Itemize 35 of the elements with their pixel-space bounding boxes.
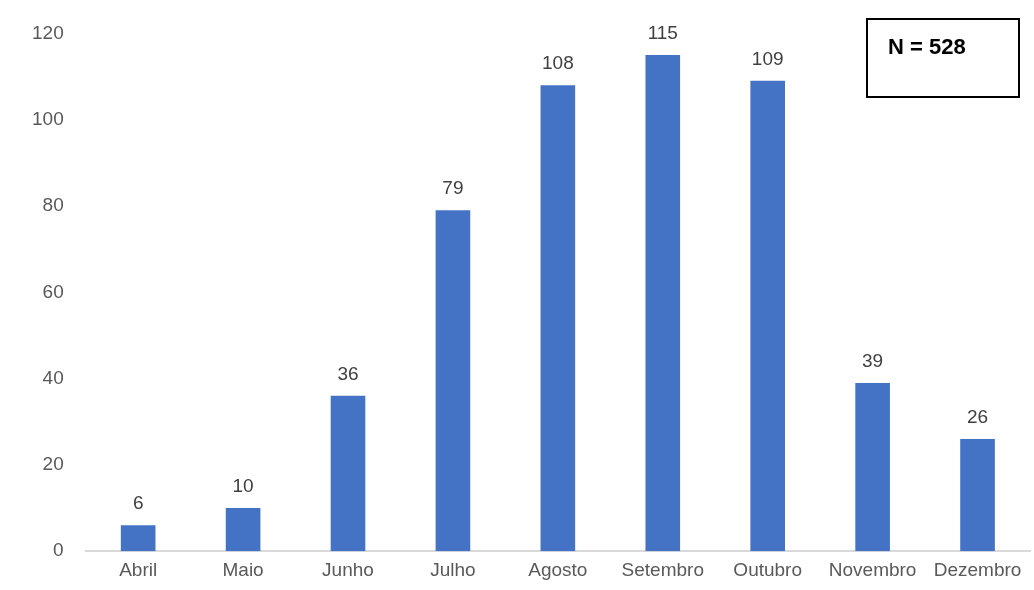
- data-label: 108: [542, 51, 574, 73]
- x-tick-label: Outubro: [733, 558, 803, 580]
- bar: [960, 439, 995, 552]
- bar: [435, 210, 471, 552]
- bar: [645, 54, 681, 552]
- data-label: 79: [442, 177, 464, 199]
- x-tick-label: Maio: [222, 558, 264, 580]
- data-label: 10: [232, 474, 254, 496]
- data-label: 36: [337, 362, 359, 384]
- bar: [750, 80, 786, 552]
- text-box: N = 528: [866, 18, 1020, 98]
- x-tick-label: Abril: [119, 558, 158, 580]
- x-tick-label: Novembro: [828, 558, 917, 580]
- x-tick-label: Julho: [430, 558, 476, 580]
- data-label: 109: [751, 47, 784, 69]
- data-label: 115: [647, 21, 678, 43]
- x-tick-label: Agosto: [528, 558, 588, 580]
- y-tick-label: 40: [42, 366, 64, 388]
- bar: [540, 85, 576, 552]
- bar: [120, 525, 156, 552]
- bar: [855, 382, 890, 552]
- data-label: 6: [132, 492, 144, 514]
- y-tick-label: 20: [42, 453, 64, 475]
- x-tick-label: Setembro: [621, 558, 704, 580]
- bar: [330, 395, 366, 552]
- x-tick-label: Dezembro: [933, 558, 1022, 580]
- bar: [225, 508, 261, 552]
- y-tick-label: 120: [32, 21, 64, 43]
- y-tick-label: 80: [42, 194, 64, 216]
- x-tick-label: Junho: [322, 558, 374, 580]
- y-tick-label: 100: [32, 107, 64, 129]
- data-label: 39: [862, 349, 884, 371]
- data-label: 26: [966, 405, 989, 427]
- y-tick-label: 60: [42, 280, 64, 302]
- y-tick-label: 0: [53, 539, 64, 561]
